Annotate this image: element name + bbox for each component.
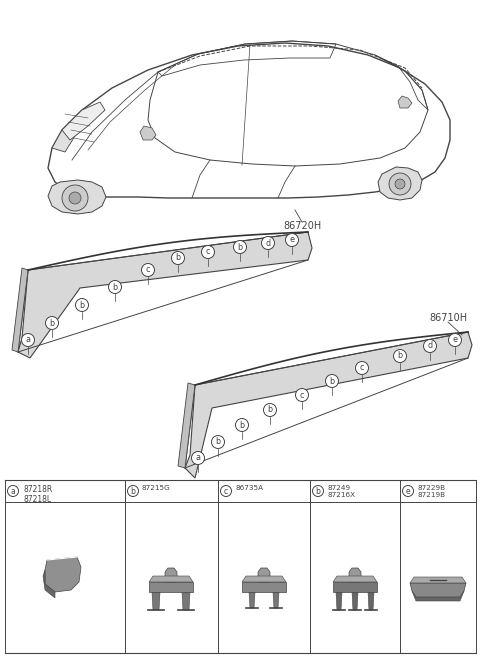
Text: d: d: [427, 342, 432, 350]
Polygon shape: [152, 592, 160, 610]
Text: 86735A: 86735A: [235, 485, 263, 491]
Circle shape: [403, 486, 413, 497]
Text: b: b: [329, 376, 335, 386]
Circle shape: [142, 263, 155, 277]
Text: a: a: [25, 336, 31, 344]
Circle shape: [202, 246, 215, 258]
Circle shape: [192, 451, 204, 464]
Text: c: c: [224, 486, 228, 495]
Circle shape: [108, 281, 121, 294]
Circle shape: [236, 419, 249, 432]
Polygon shape: [52, 110, 92, 152]
Circle shape: [395, 179, 405, 189]
Circle shape: [264, 403, 276, 417]
Text: 86710H: 86710H: [429, 313, 467, 323]
Circle shape: [262, 237, 275, 250]
Text: 87218R
87218L: 87218R 87218L: [23, 485, 52, 505]
Circle shape: [286, 233, 299, 246]
Circle shape: [356, 361, 369, 374]
Circle shape: [22, 334, 35, 346]
Text: b: b: [315, 486, 321, 495]
Text: c: c: [146, 265, 150, 275]
Circle shape: [312, 486, 324, 497]
Polygon shape: [48, 180, 106, 214]
Circle shape: [128, 486, 139, 497]
Text: c: c: [206, 248, 210, 256]
Text: b: b: [175, 254, 180, 263]
Text: 87249
87216X: 87249 87216X: [327, 485, 355, 498]
Polygon shape: [249, 592, 255, 608]
Text: a: a: [195, 453, 201, 463]
Polygon shape: [273, 592, 279, 608]
Text: a: a: [11, 486, 15, 495]
Polygon shape: [333, 576, 377, 582]
Polygon shape: [165, 568, 177, 582]
Polygon shape: [368, 592, 374, 610]
Circle shape: [46, 317, 59, 330]
Polygon shape: [349, 568, 361, 582]
Polygon shape: [410, 577, 466, 583]
Polygon shape: [149, 576, 193, 582]
Polygon shape: [149, 582, 193, 592]
Text: c: c: [360, 363, 364, 373]
Text: b: b: [216, 438, 221, 447]
Circle shape: [448, 334, 461, 346]
Circle shape: [394, 350, 407, 363]
Text: e: e: [406, 486, 410, 495]
Circle shape: [423, 340, 436, 353]
Text: b: b: [267, 405, 273, 415]
Polygon shape: [352, 592, 358, 610]
Text: e: e: [289, 235, 295, 244]
Polygon shape: [140, 126, 156, 140]
Text: b: b: [397, 351, 403, 361]
Text: d: d: [265, 238, 271, 248]
Polygon shape: [18, 232, 312, 358]
Polygon shape: [12, 268, 28, 352]
Polygon shape: [336, 592, 342, 610]
Polygon shape: [45, 557, 81, 592]
Text: 86720H: 86720H: [283, 221, 321, 231]
Polygon shape: [333, 582, 377, 592]
Polygon shape: [48, 43, 450, 198]
Text: b: b: [131, 486, 135, 495]
Circle shape: [69, 192, 81, 204]
Circle shape: [325, 374, 338, 388]
Text: 87215G: 87215G: [142, 485, 171, 491]
Text: b: b: [112, 283, 118, 292]
Circle shape: [62, 185, 88, 211]
Polygon shape: [185, 332, 472, 478]
Polygon shape: [412, 591, 464, 601]
Text: b: b: [79, 300, 84, 309]
Circle shape: [212, 436, 225, 449]
Polygon shape: [242, 582, 286, 592]
Polygon shape: [398, 96, 412, 108]
Text: 87229B
87219B: 87229B 87219B: [417, 485, 445, 498]
Polygon shape: [378, 167, 422, 200]
Circle shape: [296, 388, 309, 401]
Polygon shape: [43, 570, 55, 598]
Circle shape: [75, 298, 88, 311]
Text: b: b: [238, 242, 242, 252]
Polygon shape: [182, 592, 190, 610]
Circle shape: [220, 486, 231, 497]
Polygon shape: [62, 102, 105, 140]
Polygon shape: [178, 383, 195, 468]
Circle shape: [8, 486, 19, 497]
Circle shape: [389, 173, 411, 195]
Text: c: c: [300, 390, 304, 399]
Polygon shape: [242, 576, 286, 582]
Circle shape: [233, 240, 247, 254]
Text: b: b: [240, 420, 245, 430]
Text: b: b: [49, 319, 55, 327]
Polygon shape: [258, 568, 270, 582]
Circle shape: [171, 252, 184, 265]
Text: e: e: [453, 336, 457, 344]
Polygon shape: [410, 583, 466, 597]
